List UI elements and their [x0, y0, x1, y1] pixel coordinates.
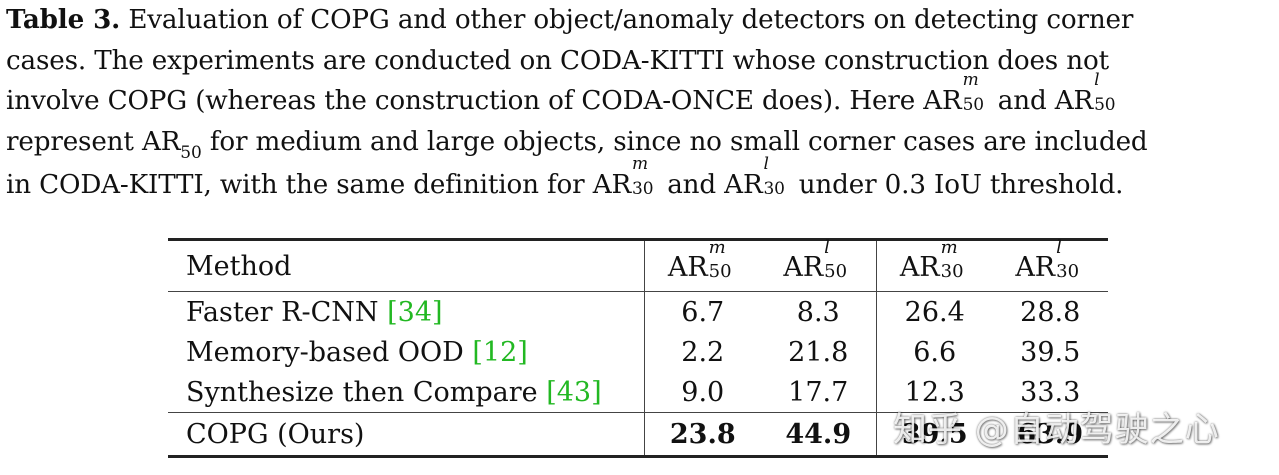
header-ar30-medium: AR m 30: [876, 239, 993, 292]
cell-value: 39.5: [1020, 336, 1081, 368]
table-row: Memory-based OOD [12] 2.2 21.8 6.6 39.5: [168, 332, 1108, 372]
header-ar50-medium: AR m 50: [644, 239, 761, 292]
cell-value-best: 44.9: [760, 412, 877, 458]
table-row: Synthesize then Compare [43] 9.0 17.7 12…: [168, 372, 1108, 413]
caption-line-1: Table 3. Evaluation of COPG and other ob…: [6, 4, 1134, 35]
table-row: Faster R-CNN [34] 6.7 8.3 26.4 28.8: [168, 291, 1108, 332]
cell-value: 6.7: [681, 296, 725, 328]
cell-value: 21.8: [760, 332, 877, 372]
results-table-wrapper: Method AR m 50 AR l 50 AR m 30 AR l 30 Faster R-…: [168, 238, 1108, 458]
cell-value-best: 39.5: [876, 412, 993, 458]
cell-value: 2.2: [681, 336, 725, 368]
header-ar50-large: AR l 50: [760, 239, 877, 292]
cell-value: 33.3: [1020, 376, 1081, 408]
table-caption: Table 3. Evaluation of COPG and other ob…: [6, 0, 1274, 206]
caption-line-2: cases. The experiments are conducted on …: [6, 45, 1109, 76]
cell-value: 8.3: [760, 291, 877, 332]
header-method: Method: [168, 239, 646, 292]
results-table: Method AR m 50 AR l 50 AR m 30 AR l 30 Faster R-…: [168, 238, 1108, 458]
cell-value: 17.7: [760, 372, 877, 413]
row-method: Memory-based OOD [12]: [168, 332, 646, 372]
caption-line-5: in CODA-KITTI, with the same definition …: [6, 153, 1124, 200]
citation-link[interactable]: [43]: [546, 376, 602, 408]
cell-value: 12.3: [904, 376, 965, 408]
row-method: Faster R-CNN [34]: [168, 291, 646, 332]
header-ar30-large: AR l 30: [992, 239, 1108, 292]
caption-line-3: involve COPG (whereas the construction o…: [6, 69, 1116, 116]
cell-value: 9.0: [681, 376, 725, 408]
caption-label: Table 3.: [6, 4, 121, 35]
row-method: Synthesize then Compare [43]: [168, 372, 646, 413]
cell-value: 26.4: [904, 296, 965, 328]
caption-line-4: represent AR50 for medium and large obje…: [6, 126, 1148, 163]
citation-link[interactable]: [12]: [472, 336, 528, 368]
cell-value: 6.6: [913, 336, 957, 368]
cell-value: 28.8: [1020, 296, 1081, 328]
table-row-ours: COPG (Ours) 23.8 44.9 39.5 63.9: [168, 412, 1108, 458]
citation-link[interactable]: [34]: [387, 296, 443, 328]
row-method: COPG (Ours): [168, 412, 646, 458]
cell-value-best: 23.8: [644, 412, 761, 458]
table-header-row: Method AR m 50 AR l 50 AR m 30 AR l 30: [168, 239, 1108, 292]
cell-value-best: 63.9: [992, 412, 1108, 458]
